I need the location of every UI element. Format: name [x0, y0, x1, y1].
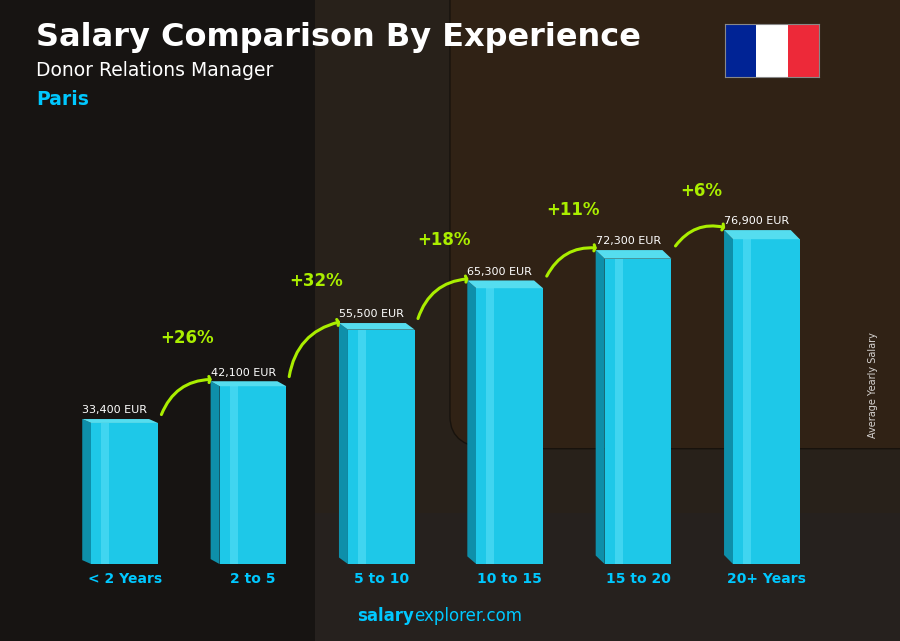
Bar: [724, 24, 756, 77]
Bar: [756, 24, 788, 77]
Polygon shape: [211, 381, 220, 564]
Polygon shape: [596, 250, 671, 258]
Text: +18%: +18%: [418, 231, 471, 249]
Text: salary: salary: [357, 607, 414, 625]
Polygon shape: [724, 230, 733, 564]
Bar: [476, 288, 543, 564]
Text: +6%: +6%: [680, 182, 722, 200]
Text: Salary Comparison By Experience: Salary Comparison By Experience: [36, 22, 641, 53]
Bar: [486, 288, 494, 564]
FancyBboxPatch shape: [450, 0, 900, 449]
Text: 65,300 EUR: 65,300 EUR: [467, 267, 532, 277]
Text: +26%: +26%: [160, 329, 214, 347]
Polygon shape: [82, 419, 91, 564]
Bar: [733, 239, 800, 564]
Text: 55,500 EUR: 55,500 EUR: [339, 310, 404, 319]
Bar: [358, 329, 366, 564]
Bar: [615, 258, 623, 564]
Polygon shape: [339, 323, 348, 564]
Text: 76,900 EUR: 76,900 EUR: [724, 217, 789, 226]
Bar: [743, 239, 751, 564]
Polygon shape: [467, 281, 543, 288]
Text: Paris: Paris: [36, 90, 89, 109]
Bar: [101, 423, 109, 564]
Text: +32%: +32%: [289, 272, 343, 290]
Bar: [348, 329, 415, 564]
Polygon shape: [596, 250, 605, 564]
Bar: [315, 0, 900, 513]
Text: 72,300 EUR: 72,300 EUR: [596, 237, 661, 246]
Polygon shape: [211, 381, 286, 387]
Bar: [788, 24, 819, 77]
Polygon shape: [82, 419, 158, 423]
Bar: [0, 0, 315, 641]
Bar: [230, 387, 238, 564]
Bar: [220, 387, 286, 564]
Text: explorer.com: explorer.com: [414, 607, 522, 625]
Polygon shape: [467, 281, 476, 564]
Text: Donor Relations Manager: Donor Relations Manager: [36, 61, 274, 80]
Text: Average Yearly Salary: Average Yearly Salary: [868, 331, 878, 438]
Bar: [91, 423, 158, 564]
Text: 42,100 EUR: 42,100 EUR: [211, 367, 275, 378]
Text: 33,400 EUR: 33,400 EUR: [82, 405, 148, 415]
Polygon shape: [724, 230, 800, 239]
Text: +11%: +11%: [545, 201, 599, 219]
Polygon shape: [339, 323, 415, 329]
Bar: [605, 258, 671, 564]
